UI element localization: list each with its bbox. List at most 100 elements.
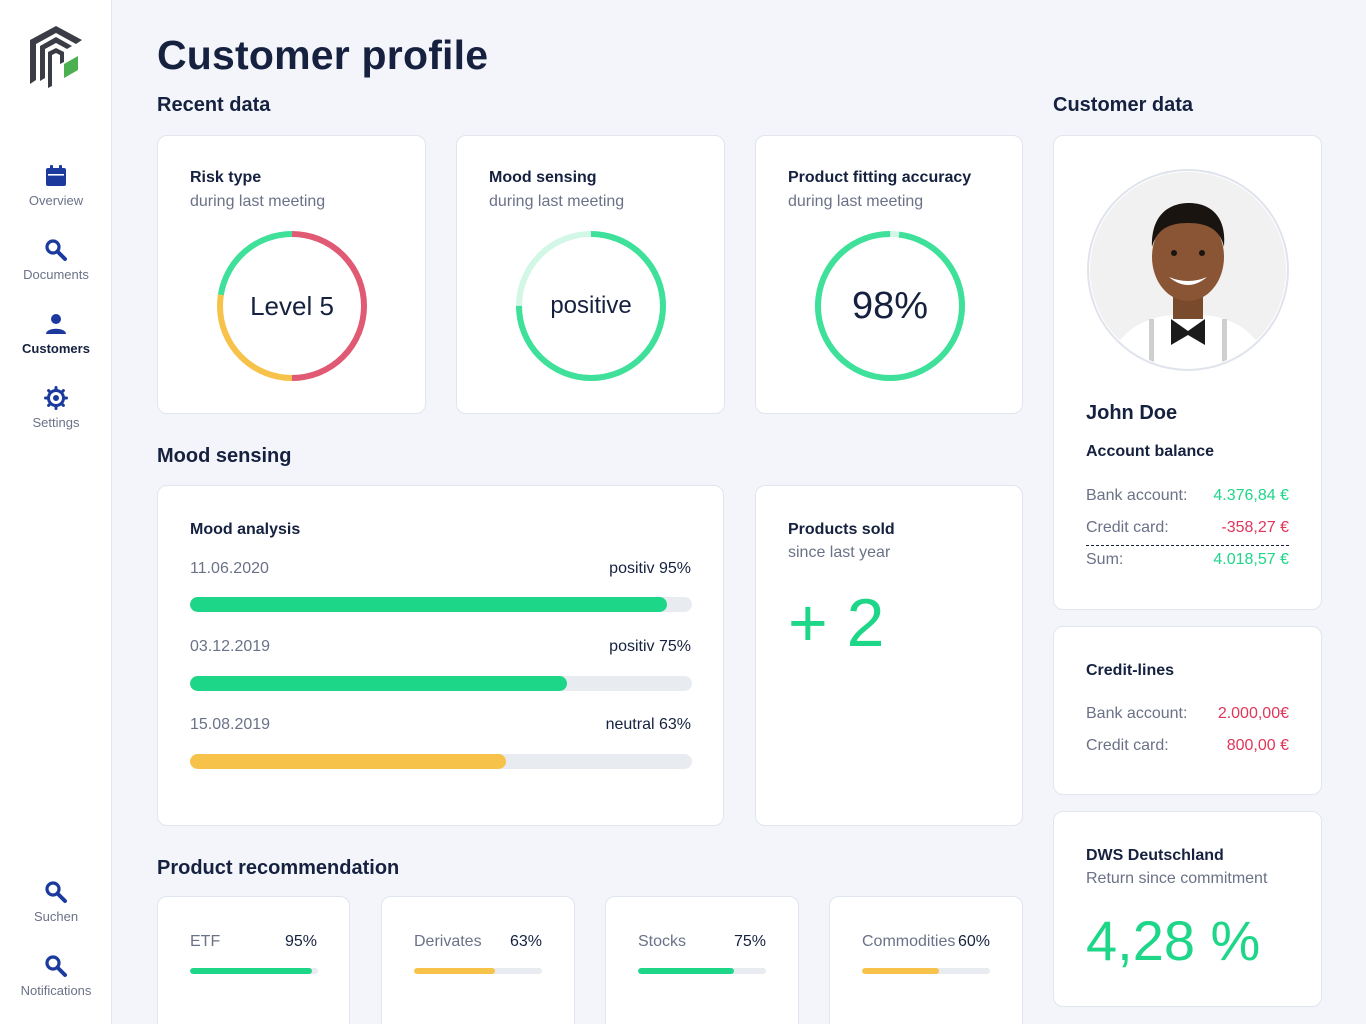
customer-card: John Doe Account balance Bank account: 4… [1053, 135, 1322, 610]
fund-card: DWS Deutschland Return since commitment … [1053, 811, 1322, 1007]
products-sold-value: + 2 [788, 585, 885, 661]
sidebar-item-label: Settings [32, 415, 80, 430]
risk-ring-chart [217, 231, 367, 381]
card-subtitle: during last meeting [788, 193, 924, 210]
mood-value-label: positiv 95% [609, 560, 691, 577]
recommendation-value: 60% [957, 933, 990, 950]
mood-bar-fill [190, 754, 507, 769]
recommendation-name: Stocks [638, 933, 687, 950]
section-title-mood: Mood sensing [157, 445, 292, 467]
customer-name: John Doe [1086, 402, 1178, 424]
card-title: Mood analysis [190, 521, 301, 538]
card-subtitle: during last meeting [489, 193, 625, 210]
recommendation-value: 95% [284, 933, 317, 950]
card-subtitle: since last year [788, 544, 891, 561]
recommendation-value: 75% [733, 933, 766, 950]
accuracy-ring-fill [815, 231, 965, 381]
sum-divider [1086, 545, 1289, 546]
page-title: Customer profile [157, 32, 489, 78]
credit-line-bank-value: 2.000,00€ [1217, 705, 1289, 722]
recommendation-bar-fill [862, 968, 939, 974]
risk-ring-yellow [217, 231, 367, 381]
risk-type-card: Risk type during last meeting Level 5 [157, 135, 426, 414]
card-title: Products sold [788, 521, 895, 538]
mood-value-label: neutral 63% [605, 716, 691, 733]
card-title: Mood sensing [489, 169, 597, 186]
risk-level-value: Level 5 [250, 290, 334, 321]
mood-analysis-card: Mood analysis 11.06.2020 positiv 95% 03.… [157, 485, 724, 826]
accuracy-value: 98% [851, 284, 929, 327]
calendar-icon [46, 165, 66, 186]
credit-card-value: -358,27 € [1221, 519, 1289, 536]
mood-bar-fill [190, 676, 567, 691]
sidebar: Overview Documents Customers [0, 0, 112, 1024]
mood-date: 11.06.2020 [190, 560, 269, 577]
mood-bar-track [190, 676, 692, 691]
recommendation-bar-fill [638, 968, 734, 974]
mood-bar-fill [190, 597, 667, 612]
gear-icon [44, 386, 68, 410]
sidebar-item-overview[interactable]: Overview [0, 164, 112, 210]
sum-label: Sum: [1086, 551, 1124, 568]
mood-sensing-card: Mood sensing during last meeting positiv… [456, 135, 725, 414]
credit-lines-title: Credit-lines [1086, 662, 1175, 679]
fund-subtitle: Return since commitment [1086, 870, 1268, 887]
mood-ring-chart [516, 231, 666, 381]
credit-lines-card: Credit-lines Bank account: 2.000,00€ Cre… [1053, 626, 1322, 795]
section-title-recommendation: Product recommendation [157, 857, 400, 879]
sidebar-item-label: Overview [28, 193, 84, 208]
search-icon [45, 881, 67, 903]
mood-bar-track [190, 597, 692, 612]
sidebar-item-label: Documents [23, 267, 89, 282]
sidebar-item-label: Suchen [33, 909, 79, 924]
sidebar-item-customers[interactable]: Customers [0, 312, 112, 358]
mood-value: positive [550, 292, 632, 319]
mood-bar-track [190, 754, 692, 769]
credit-line-bank-label: Bank account: [1086, 705, 1188, 722]
logo-icon [30, 26, 82, 88]
recommendation-name: Derivates [414, 933, 482, 950]
recommendation-value: 63% [509, 933, 542, 950]
recommendation-bar-track [638, 968, 766, 974]
section-title-recent: Recent data [157, 94, 271, 116]
recommendation-bar-track [414, 968, 542, 974]
recommendation-bar-track [862, 968, 990, 974]
fund-title: DWS Deutschland [1086, 847, 1224, 864]
recommendation-bar-fill [414, 968, 495, 974]
credit-line-card-label: Credit card: [1086, 737, 1169, 754]
recommendation-bar-fill [190, 968, 312, 974]
account-balance-title: Account balance [1086, 443, 1215, 460]
product-fitting-card: Product fitting accuracy during last mee… [755, 135, 1023, 414]
mood-value-label: positiv 75% [609, 638, 691, 655]
products-sold-card: Products sold since last year + 2 [755, 485, 1023, 826]
recommendation-name: ETF [190, 933, 221, 950]
sum-value: 4.018,57 € [1213, 551, 1289, 568]
search-icon [45, 239, 67, 261]
sidebar-item-label: Customers [22, 341, 90, 356]
credit-card-label: Credit card: [1086, 519, 1169, 536]
mood-date: 15.08.2019 [190, 716, 271, 733]
card-title: Risk type [190, 169, 262, 186]
recommendation-card-commodities[interactable]: Commodities 60% [829, 896, 1023, 1024]
credit-line-card-value: 800,00 € [1226, 737, 1289, 754]
recommendation-card-etf[interactable]: ETF 95% [157, 896, 350, 1024]
card-subtitle: during last meeting [190, 193, 326, 210]
user-icon [46, 314, 66, 334]
sidebar-item-label: Notifications [20, 983, 92, 998]
search-icon [45, 955, 67, 977]
card-title: Product fitting accuracy [788, 169, 972, 186]
sidebar-item-documents[interactable]: Documents [0, 238, 112, 284]
sidebar-item-notifications[interactable]: Notifications [0, 954, 112, 1000]
section-title-customer: Customer data [1053, 94, 1194, 116]
avatar [1087, 169, 1289, 371]
sidebar-item-suchen[interactable]: Suchen [0, 880, 112, 926]
fund-return-value: 4,28 % [1086, 909, 1261, 972]
recommendation-bar-track [190, 968, 318, 974]
mood-ring-fill [516, 231, 666, 381]
bank-account-value: 4.376,84 € [1213, 487, 1289, 504]
recommendation-card-derivates[interactable]: Derivates 63% [381, 896, 575, 1024]
mood-date: 03.12.2019 [190, 638, 271, 655]
recommendation-name: Commodities [862, 933, 956, 950]
recommendation-card-stocks[interactable]: Stocks 75% [605, 896, 799, 1024]
sidebar-item-settings[interactable]: Settings [0, 386, 112, 432]
